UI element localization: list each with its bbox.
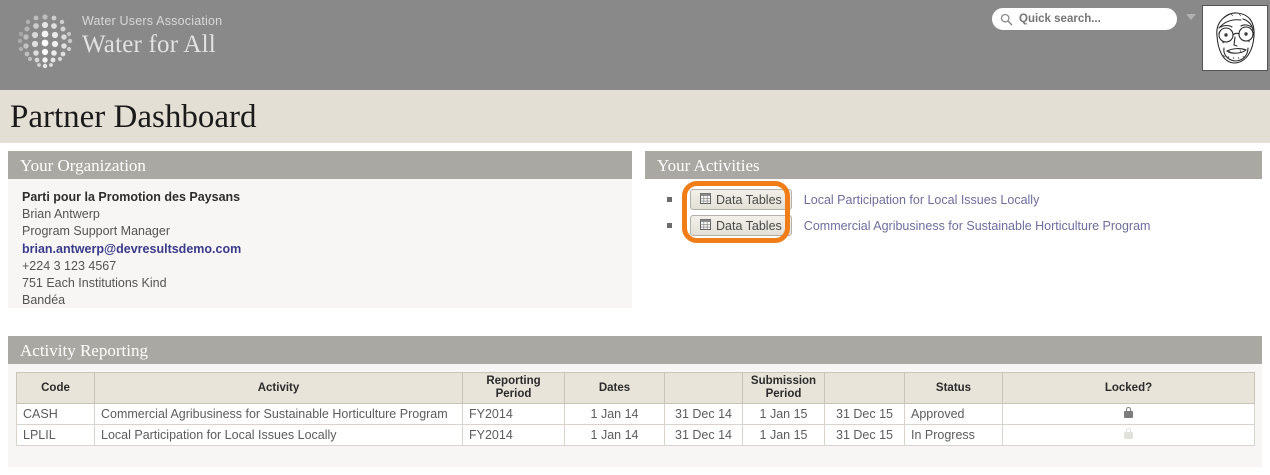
cell-activity[interactable]: Commercial Agribusiness for Sustainable … <box>94 403 463 425</box>
brand-title: Water for All <box>82 31 216 58</box>
table-row[interactable]: LPLIL Local Participation for Local Issu… <box>16 424 1255 446</box>
list-item: Data Tables Commercial Agribusiness for … <box>645 213 1262 238</box>
cell-submission-start: 1 Jan 15 <box>742 424 825 446</box>
data-table-grid-icon <box>700 192 711 207</box>
chevron-down-icon[interactable] <box>1186 14 1196 20</box>
organization-panel-heading: Your Organization <box>8 151 632 179</box>
lock-icon <box>1124 428 1133 439</box>
cell-reporting-period: FY2014 <box>462 424 565 446</box>
column-header-dates-end[interactable] <box>664 372 743 404</box>
search-icon <box>1000 13 1013 26</box>
cell-submission-end: 31 Dec 15 <box>824 403 905 425</box>
table-row[interactable]: CASH Commercial Agribusiness for Sustain… <box>16 403 1255 425</box>
list-item: Data Tables Local Participation for Loca… <box>645 187 1262 212</box>
cell-date-start: 1 Jan 14 <box>564 424 665 446</box>
table-header-row: Code Activity Reporting Period Dates Sub… <box>16 372 1255 404</box>
column-header-reporting-period[interactable]: Reporting Period <box>462 372 565 404</box>
search-input[interactable] <box>1017 9 1172 29</box>
column-header-activity[interactable]: Activity <box>94 372 463 404</box>
cell-submission-start: 1 Jan 15 <box>742 403 825 425</box>
activities-list: Data Tables Local Participation for Loca… <box>645 179 1262 308</box>
organization-panel: Your Organization Parti pour la Promotio… <box>8 151 632 308</box>
bullet-icon <box>667 223 672 228</box>
page-title: Partner Dashboard <box>10 99 257 135</box>
globe-dots-logo <box>14 10 76 72</box>
activity-link[interactable]: Commercial Agribusiness for Sustainable … <box>803 218 1151 233</box>
user-avatar-portrait[interactable] <box>1202 5 1268 71</box>
cell-reporting-period: FY2014 <box>462 403 565 425</box>
brand-subtitle: Water Users Association <box>82 14 223 28</box>
activity-link[interactable]: Local Participation for Local Issues Loc… <box>803 192 1040 207</box>
column-header-submission-end[interactable] <box>824 372 905 404</box>
cell-status: In Progress <box>904 424 1003 446</box>
data-tables-button-label: Data Tables <box>716 218 782 233</box>
data-tables-button-label: Data Tables <box>716 192 782 207</box>
search-box[interactable] <box>992 8 1177 30</box>
cell-code: CASH <box>16 403 95 425</box>
cell-locked <box>1002 403 1255 425</box>
column-header-code[interactable]: Code <box>16 372 95 404</box>
activities-panel: Your Activities Data Tables Local Part <box>645 151 1262 308</box>
cell-activity[interactable]: Local Participation for Local Issues Loc… <box>94 424 463 446</box>
organization-details: Parti pour la Promotion des Paysans Bria… <box>8 179 632 308</box>
activities-panel-heading: Your Activities <box>645 151 1262 179</box>
column-header-submission-period[interactable]: Submission Period <box>742 372 825 404</box>
address-line-2: Bandéa <box>22 293 66 308</box>
column-header-locked[interactable]: Locked? <box>1002 372 1255 404</box>
brand-block[interactable]: Water Users Association Water for All <box>82 14 222 60</box>
column-header-dates[interactable]: Dates <box>564 372 665 404</box>
cell-code: LPLIL <box>16 424 95 446</box>
cell-locked <box>1002 424 1255 446</box>
contact-title: Program Support Manager <box>22 224 170 239</box>
cell-date-start: 1 Jan 14 <box>564 403 665 425</box>
activity-reporting-table: Code Activity Reporting Period Dates Sub… <box>16 372 1255 446</box>
quick-search[interactable] <box>992 8 1177 30</box>
data-tables-button[interactable]: Data Tables <box>690 215 792 236</box>
activity-reporting-panel: Activity Reporting Code Activity Reporti… <box>8 336 1262 467</box>
column-header-status[interactable]: Status <box>904 372 1003 404</box>
data-tables-button[interactable]: Data Tables <box>690 189 792 210</box>
page-title-band <box>0 90 1270 143</box>
address-line-1: 751 Each Institutions Kind <box>22 276 167 291</box>
contact-phone: +224 3 123 4567 <box>22 258 117 273</box>
contact-name: Brian Antwerp <box>22 207 100 222</box>
activity-reporting-heading: Activity Reporting <box>8 336 1262 364</box>
contact-email-link[interactable]: brian.antwerp@devresultsdemo.com <box>22 241 242 256</box>
cell-date-end: 31 Dec 14 <box>664 403 743 425</box>
cell-date-end: 31 Dec 14 <box>664 424 743 446</box>
bullet-icon <box>667 197 672 202</box>
data-table-grid-icon <box>700 218 711 233</box>
app-header: Water Users Association Water for All <box>0 0 1270 90</box>
cell-status: Approved <box>904 403 1003 425</box>
organization-name: Parti pour la Promotion des Paysans <box>22 190 241 204</box>
lock-icon <box>1124 407 1133 418</box>
cell-submission-end: 31 Dec 15 <box>824 424 905 446</box>
